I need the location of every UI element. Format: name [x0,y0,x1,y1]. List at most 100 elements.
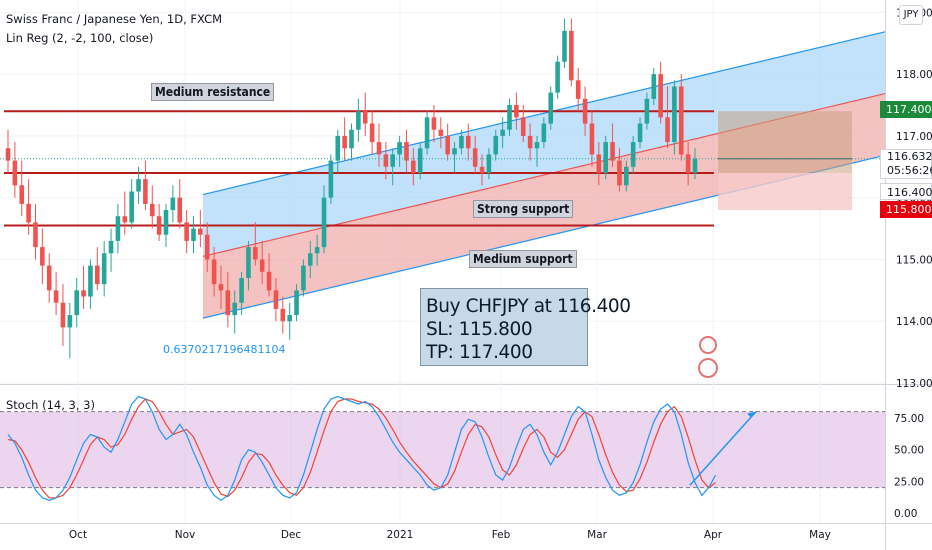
candle-body [397,142,402,155]
candle-body [569,30,574,81]
candle-body [644,98,650,124]
trade-sl-text: SL: 115.800 [426,319,533,340]
candle-body [170,197,176,211]
candle-body [95,265,100,285]
candle-body [12,160,18,186]
candle-body [417,148,423,173]
trade-plan-box: Buy CHFJPY at 116.400 SL: 115.800 TP: 11… [420,288,631,366]
currency-button[interactable]: JPY [899,5,923,25]
current-price-tag: 116.632 05:56:26 [880,149,932,179]
candle-body [678,86,684,155]
candle-body [541,123,547,143]
stoch-projection-arrow-icon [747,411,756,418]
time-tick-label: 2021 [387,529,414,541]
logo-icon [699,336,717,354]
price-tick-label: 117.000 [896,131,932,143]
candle-body [239,277,244,303]
candle-body [287,315,292,322]
stoch-tick-label: 0.00 [894,508,917,520]
medium-support-label: Medium support [469,250,577,268]
candle-body [459,135,464,149]
current-price: 116.632 [887,150,932,163]
candle-body [665,117,670,143]
bar-countdown: 05:56:26 [887,164,932,177]
candle-body [548,92,554,124]
candle-body [356,111,361,130]
candle-body [376,142,382,155]
candle-body [46,265,52,291]
candle-body [307,253,313,266]
price-tick-label: 114.000 [896,316,932,328]
candle-body [390,154,396,167]
candle-body [67,315,73,328]
time-tick-label: Feb [492,529,511,541]
tp-price-tag: 117.400 [880,101,932,118]
candle-body [115,216,121,241]
candle-body [651,74,657,99]
candle-body [129,191,134,223]
candle-body [266,271,272,291]
entry-price-tag: 116.400 [880,183,932,200]
candle-body [562,30,567,62]
candle-body [211,259,217,285]
take-profit-zone [718,111,852,173]
candle-body [637,123,643,143]
candle-body [624,166,629,186]
candle-body [672,86,677,143]
candle-body [5,148,11,161]
strong-support-label: Strong support [473,200,574,218]
candle-body [218,284,224,291]
logo-icon [698,358,718,378]
candle-body [53,290,59,303]
candle-body [280,308,286,322]
candle-body [692,158,698,173]
medium-resistance-label: Medium resistance [151,83,275,101]
candle-body [630,142,636,167]
stoch-tick-label: 50.00 [894,445,924,457]
candle-body [184,222,189,241]
candle-body [520,117,526,136]
candle-body [589,123,595,155]
candle-body [122,216,128,223]
candle-body [362,111,368,124]
stoch-band [0,411,885,488]
candle-body [294,290,299,316]
candle-body [424,117,430,149]
time-tick-label: Oct [69,529,87,541]
candle-body [143,179,148,204]
price-tick-label: 115.000 [896,254,932,266]
candle-body [232,302,238,316]
candle-body [225,290,231,316]
candle-body [342,135,347,149]
candle-body [555,61,560,93]
stoch-projection-line [689,411,757,486]
candle-body [383,154,389,167]
candle-body [273,290,279,309]
candle-body [149,203,155,217]
candle-body [101,253,107,285]
candle-body [493,135,499,155]
candle-body [321,197,327,248]
candle-body [335,135,341,161]
candle-body [40,247,45,266]
candle-body [33,222,38,248]
stoch-legend: Stoch (14, 3, 3) [6,398,95,412]
candle-body [349,129,354,149]
candle-body [108,240,114,254]
candle-body [204,234,210,260]
indicator-legend: Lin Reg (2, -2, 100, close) [6,31,154,45]
stoch-k-line [7,395,717,502]
price-tick-label: 113.000 [896,378,932,390]
sl-price-tag: 115.800 [880,201,932,218]
candle-body [610,142,615,161]
candle-body [88,265,93,297]
candle-body [617,160,622,186]
candle-body [136,179,141,192]
candle-body [507,105,512,130]
time-tick-label: Nov [175,529,196,541]
candle-body [479,166,485,173]
candle-body [438,129,444,136]
stoch-d-line [7,398,716,499]
candle-body [596,154,602,173]
